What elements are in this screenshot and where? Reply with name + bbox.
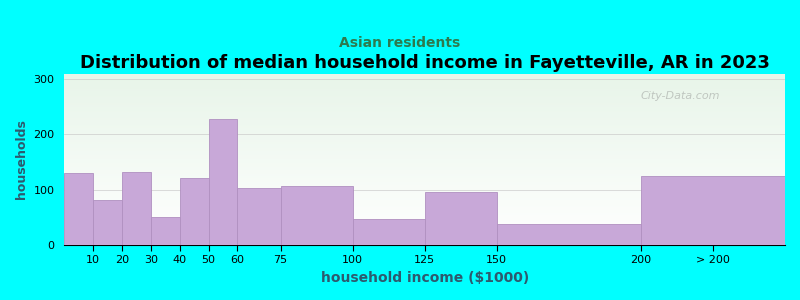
Bar — [180, 178, 209, 245]
Bar — [94, 200, 122, 245]
Y-axis label: households: households — [15, 119, 28, 199]
Bar — [641, 176, 785, 245]
Bar — [65, 173, 94, 245]
Text: City-Data.com: City-Data.com — [641, 91, 720, 101]
Bar — [353, 219, 425, 245]
Bar — [122, 172, 151, 245]
Bar — [425, 193, 497, 245]
Title: Distribution of median household income in Fayetteville, AR in 2023: Distribution of median household income … — [80, 54, 770, 72]
Bar — [281, 186, 353, 245]
Bar — [497, 224, 641, 245]
Text: Asian residents: Asian residents — [339, 36, 461, 50]
X-axis label: household income ($1000): household income ($1000) — [321, 271, 529, 285]
Bar — [151, 218, 180, 245]
Bar — [209, 119, 238, 245]
Bar — [238, 188, 281, 245]
